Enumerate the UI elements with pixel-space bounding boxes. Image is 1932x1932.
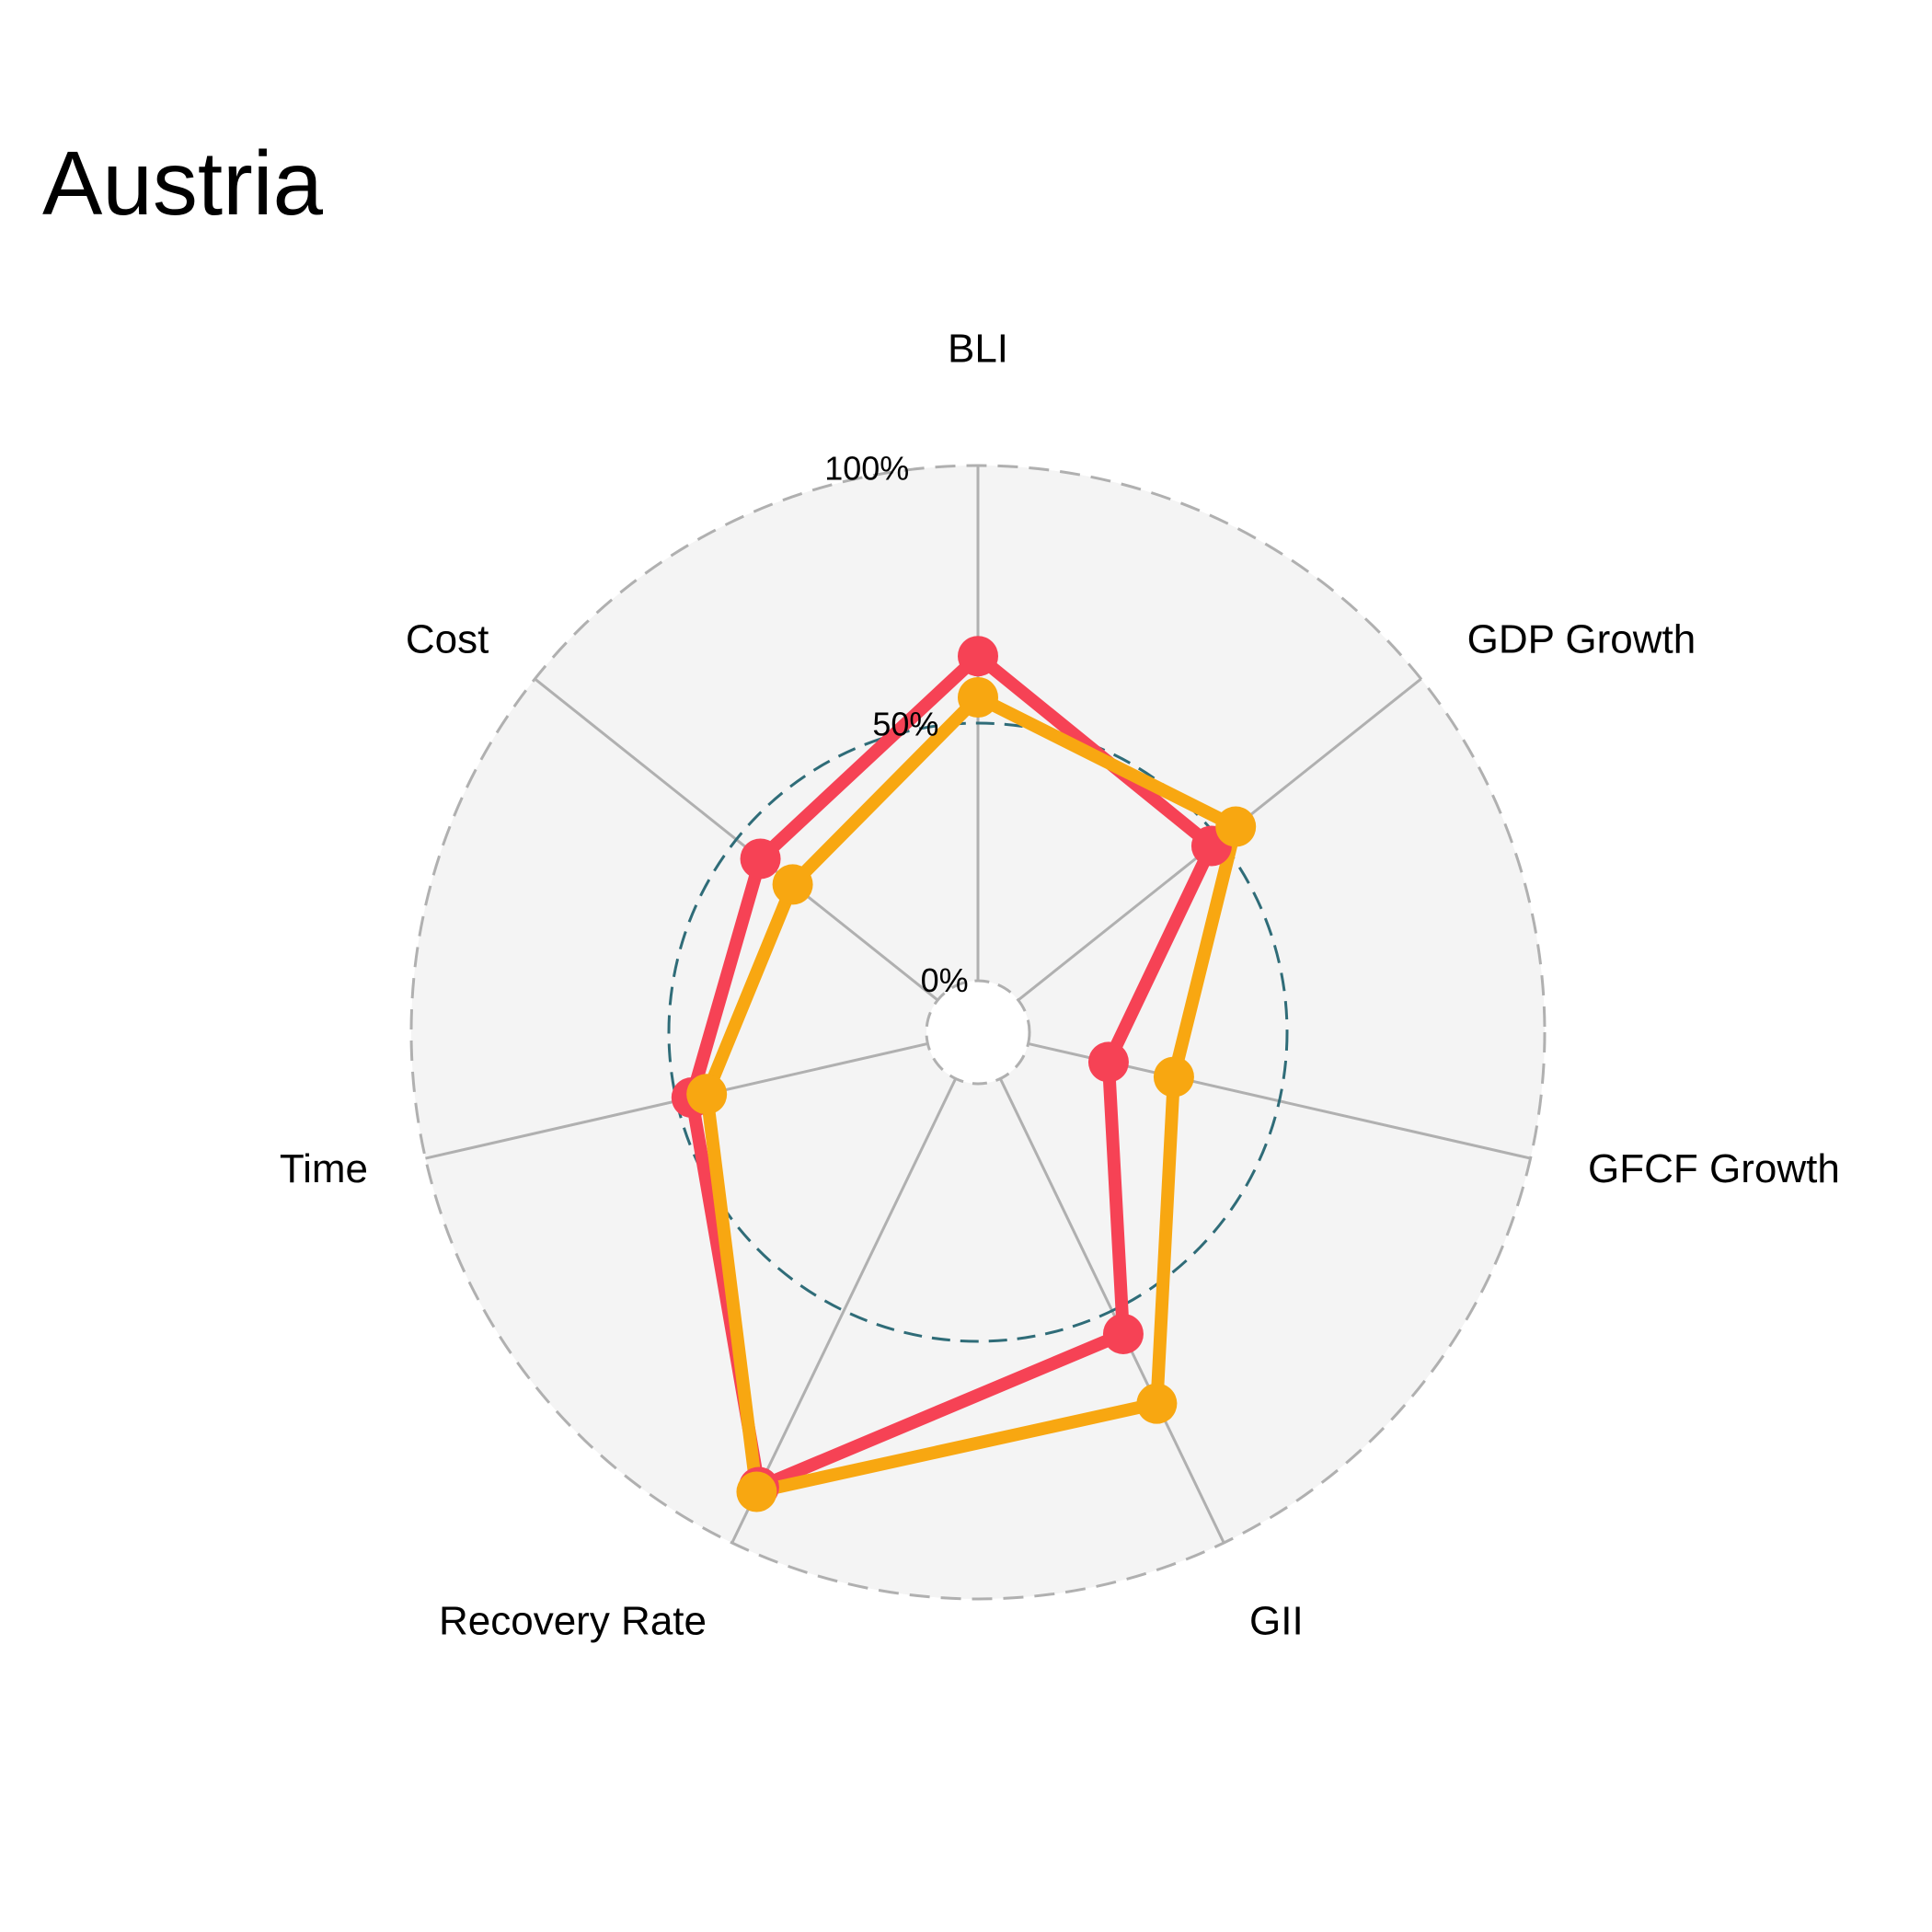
radial-tick-label: 0% xyxy=(921,961,969,999)
radar-spoke xyxy=(730,1077,958,1544)
series-point xyxy=(958,636,998,677)
series-point xyxy=(1136,1383,1178,1424)
series-point xyxy=(1153,1056,1194,1098)
series-point xyxy=(1087,1041,1129,1083)
series-point xyxy=(1102,1313,1144,1354)
axis-label: GFCF Growth xyxy=(1588,1146,1840,1191)
series-point xyxy=(1215,806,1257,847)
radar-outer-ring xyxy=(409,464,1547,1601)
radar-labels: BLI GDP Growth GFCF Growth GII Recovery Rate… xyxy=(280,327,1840,1644)
axis-label: Cost xyxy=(406,617,489,662)
axis-label: Recovery Rate xyxy=(439,1598,707,1643)
series-point xyxy=(736,1471,777,1512)
radar-grid xyxy=(409,464,1547,1601)
series-point xyxy=(740,838,781,880)
radial-tick-label: 100% xyxy=(824,450,909,488)
series-point xyxy=(686,1074,728,1115)
radar-reference-ring xyxy=(667,721,1289,1343)
series-point xyxy=(958,677,998,718)
axis-label: BLI xyxy=(948,327,1008,372)
series-line xyxy=(700,691,1243,1499)
radar-series xyxy=(671,636,1257,1512)
radar-inner-ring xyxy=(925,979,1031,1086)
axis-label: GDP Growth xyxy=(1467,617,1696,662)
radial-tick-label: 50% xyxy=(872,706,938,743)
series-line xyxy=(684,650,1218,1494)
axis-label: Time xyxy=(280,1146,368,1191)
series-point xyxy=(772,864,813,905)
axis-label: GII xyxy=(1249,1598,1304,1643)
chart-title: Austria xyxy=(42,132,324,234)
